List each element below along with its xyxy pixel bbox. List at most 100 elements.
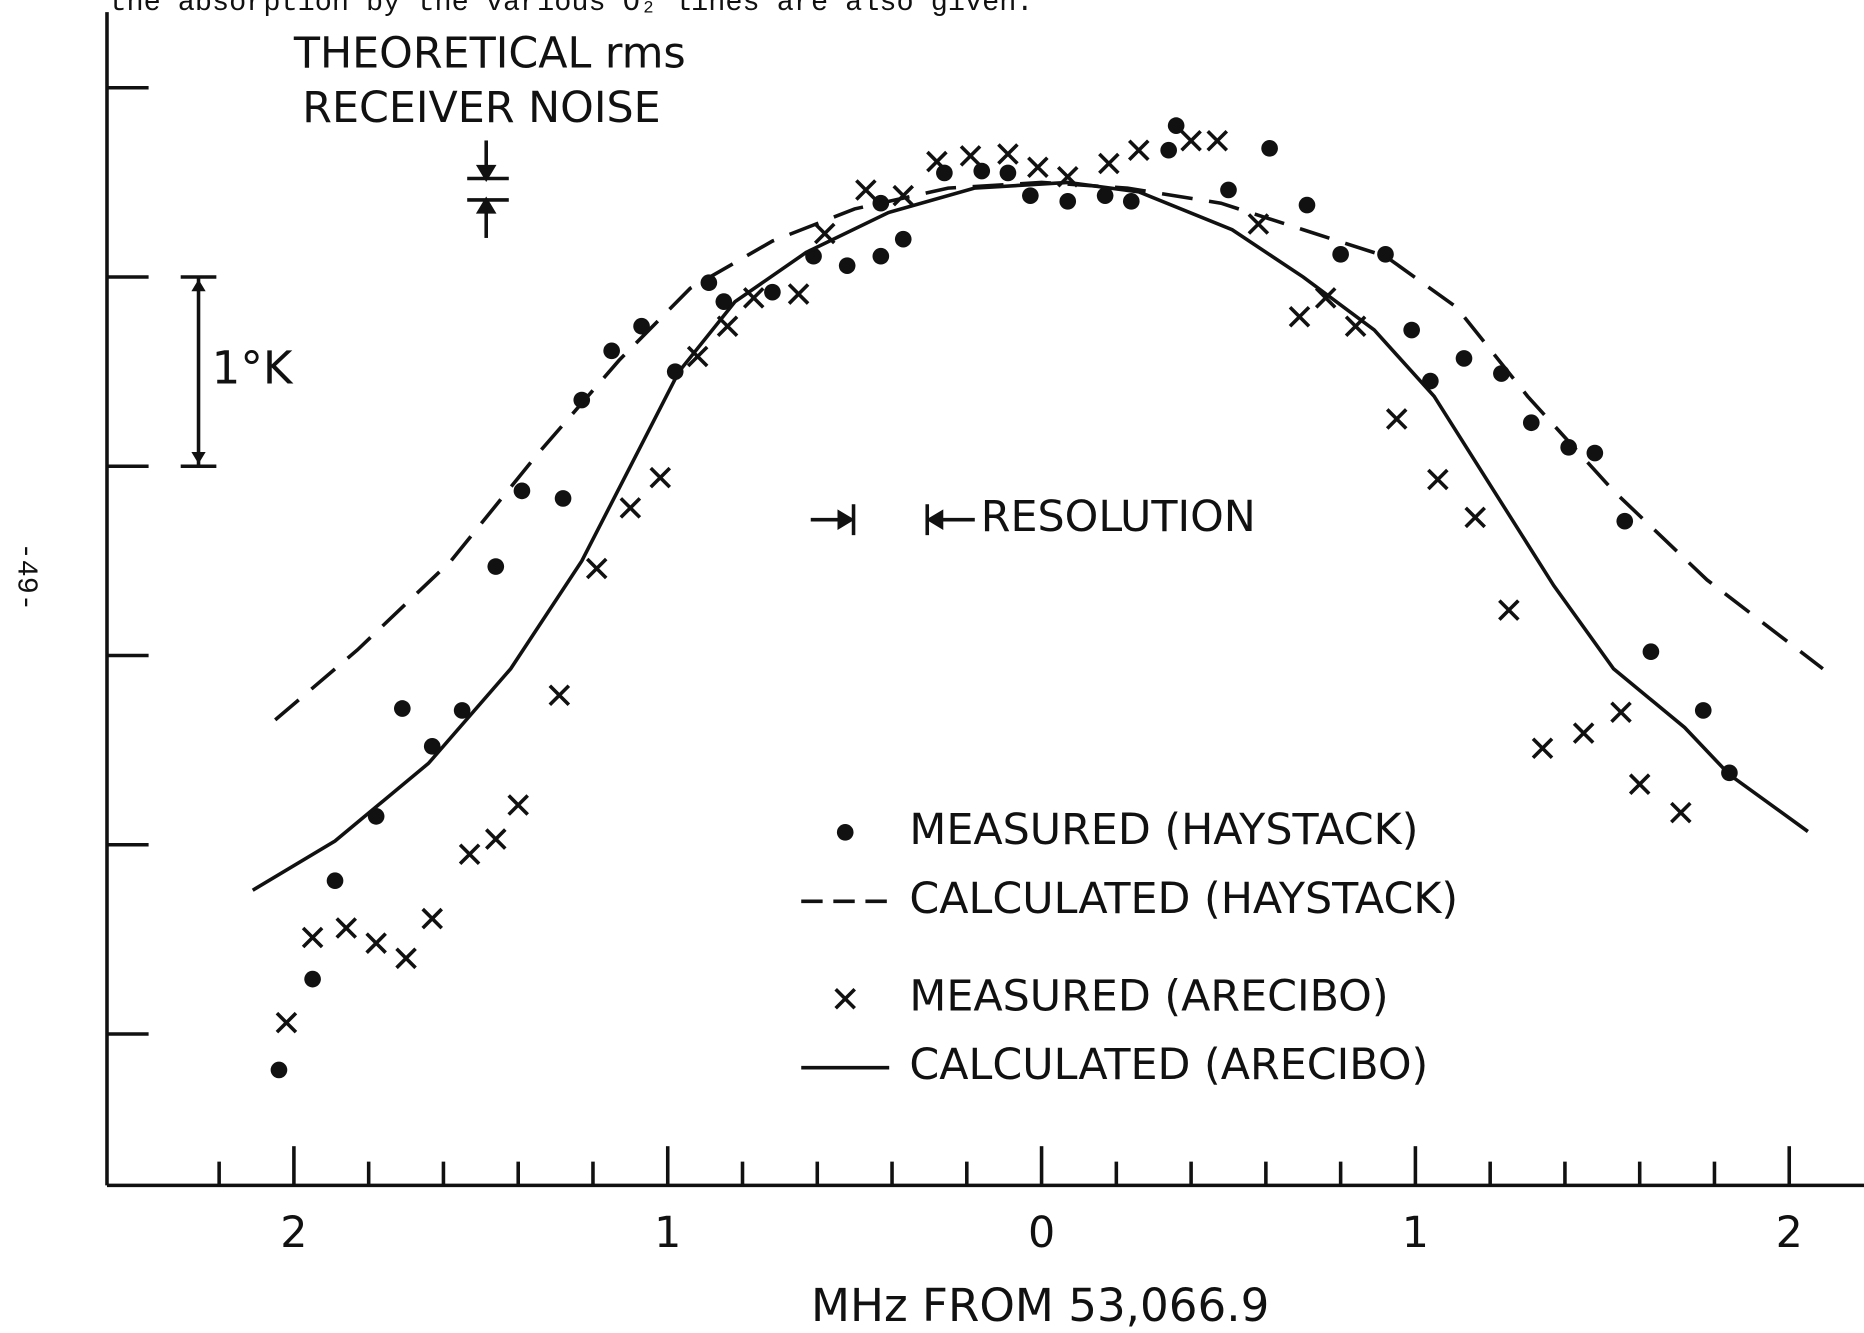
haystack-point bbox=[326, 872, 344, 890]
haystack-point bbox=[894, 230, 912, 248]
haystack-point bbox=[1522, 414, 1540, 432]
arecibo-point bbox=[548, 684, 571, 707]
x-tick-label: 0 bbox=[1028, 1208, 1055, 1258]
haystack-point bbox=[872, 247, 890, 265]
arecibo-point bbox=[1288, 305, 1311, 328]
haystack-point bbox=[1616, 512, 1634, 530]
arecibo-point bbox=[1427, 468, 1449, 491]
noise-label: RECEIVER NOISE bbox=[302, 83, 660, 133]
arecibo-point bbox=[485, 828, 507, 850]
arecibo-point bbox=[1314, 287, 1337, 309]
legend-label: CALCULATED (ARECIBO) bbox=[909, 1040, 1428, 1090]
arecibo-point bbox=[1385, 408, 1408, 430]
haystack-point bbox=[603, 342, 620, 360]
x-tick-label: 2 bbox=[280, 1208, 307, 1258]
haystack-point bbox=[1586, 444, 1604, 462]
arecibo-point bbox=[959, 145, 982, 167]
haystack-point bbox=[453, 702, 471, 719]
resolution-marker bbox=[810, 504, 975, 536]
arecibo-point bbox=[787, 283, 810, 305]
arecibo-point bbox=[1098, 152, 1120, 175]
page-number: -49- bbox=[10, 543, 43, 611]
haystack-point bbox=[1160, 141, 1177, 159]
haystack-point bbox=[1298, 196, 1316, 214]
arecibo-point bbox=[1572, 722, 1595, 744]
haystack-point bbox=[1022, 187, 1039, 204]
haystack-point bbox=[999, 164, 1017, 182]
haystack-point bbox=[513, 482, 531, 500]
arecibo-point bbox=[365, 932, 387, 954]
arecibo-point bbox=[1670, 801, 1692, 824]
arecibo-point bbox=[395, 947, 417, 970]
noise-bar bbox=[467, 140, 509, 238]
x-tick-label: 2 bbox=[1776, 1208, 1803, 1258]
arecibo-point bbox=[1531, 737, 1554, 760]
arecibo-point bbox=[1247, 213, 1270, 235]
haystack-point bbox=[1096, 187, 1114, 204]
haystack-point bbox=[487, 558, 505, 575]
arecibo-point bbox=[507, 794, 529, 816]
haystack-point bbox=[554, 490, 572, 507]
x-tick-label: 1 bbox=[654, 1208, 681, 1258]
haystack-point bbox=[423, 738, 441, 755]
noise-label: THEORETICAL rms bbox=[293, 29, 686, 79]
arecibo-point bbox=[301, 926, 324, 949]
arecibo-point bbox=[926, 150, 948, 173]
resolution-label: RESOLUTION bbox=[981, 492, 1256, 542]
legend-label: MEASURED (ARECIBO) bbox=[909, 971, 1388, 1021]
haystack-point bbox=[1642, 643, 1660, 661]
arecibo-point bbox=[1498, 599, 1520, 621]
arecibo-point bbox=[335, 917, 358, 939]
haystack-point bbox=[700, 274, 718, 292]
arecibo-point bbox=[1628, 773, 1651, 795]
haystack-point bbox=[1332, 245, 1349, 263]
haystack-point bbox=[936, 164, 953, 182]
haystack-point bbox=[1122, 193, 1140, 210]
haystack-point bbox=[1220, 181, 1237, 199]
legend-label: MEASURED (HAYSTACK) bbox=[909, 805, 1418, 855]
arecibo-point bbox=[1180, 129, 1202, 152]
arecibo-point bbox=[458, 843, 481, 865]
haystack-point bbox=[304, 970, 321, 988]
haystack-point bbox=[1694, 702, 1712, 719]
scale-label: 1°K bbox=[212, 342, 294, 395]
arecibo-point bbox=[1206, 129, 1229, 152]
arecibo-point bbox=[1464, 506, 1486, 529]
haystack-point bbox=[666, 363, 684, 380]
haystack-point bbox=[838, 257, 856, 274]
arecibo-point bbox=[1127, 139, 1150, 161]
x-tick-label: 1 bbox=[1402, 1208, 1429, 1258]
arecibo-point bbox=[585, 557, 608, 580]
arecibo-point bbox=[421, 907, 443, 930]
haystack-point bbox=[1377, 245, 1394, 263]
haystack-point bbox=[1059, 193, 1077, 210]
arecibo-point bbox=[275, 1011, 298, 1034]
page-text: the absorption by the various O₂ lines a… bbox=[109, 0, 1033, 19]
haystack-point bbox=[1455, 350, 1473, 367]
arecibo-point bbox=[997, 143, 1019, 165]
haystack-point bbox=[393, 700, 411, 717]
arecibo-point bbox=[649, 466, 672, 489]
haystack-point bbox=[633, 317, 650, 335]
haystack-point bbox=[1560, 439, 1577, 456]
haystack-point bbox=[270, 1061, 288, 1079]
haystack-point bbox=[715, 293, 733, 310]
legend-symbol bbox=[836, 824, 854, 841]
arecibo-point bbox=[686, 345, 709, 368]
haystack-point bbox=[1403, 321, 1420, 339]
haystack-point bbox=[764, 283, 781, 301]
solid-curve bbox=[251, 180, 1809, 892]
arecibo-point bbox=[855, 179, 877, 201]
arecibo-point bbox=[1027, 156, 1049, 179]
x-axis-label: MHz FROM 53,066.9 bbox=[811, 1279, 1269, 1332]
legend-label: CALCULATED (HAYSTACK) bbox=[909, 874, 1458, 924]
legend-symbol bbox=[834, 987, 856, 1010]
arecibo-point bbox=[619, 497, 642, 519]
haystack-point bbox=[973, 162, 991, 180]
arecibo-point bbox=[892, 184, 915, 207]
arecibo-point bbox=[1610, 701, 1632, 724]
haystack-point bbox=[1167, 117, 1185, 134]
haystack-point bbox=[1261, 140, 1278, 157]
